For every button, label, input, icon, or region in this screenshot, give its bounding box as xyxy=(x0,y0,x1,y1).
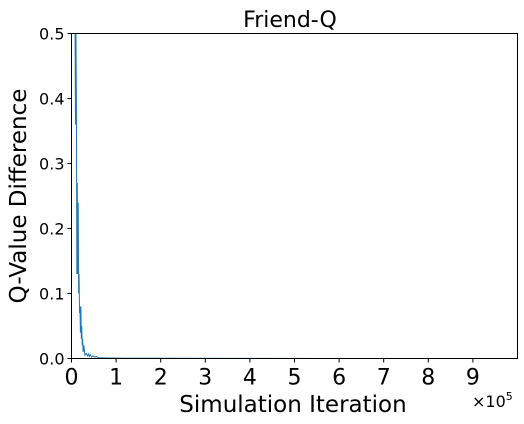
y-tick-label: 0.3 xyxy=(39,155,64,174)
x-axis-multiplier-base: ×10 xyxy=(472,392,506,411)
x-axis-multiplier: ×105 xyxy=(472,390,513,411)
x-tick-label: 6 xyxy=(332,366,346,391)
x-tick-label: 1 xyxy=(109,366,123,391)
x-tick-label: 0 xyxy=(65,366,79,391)
y-axis: 0.0 0.1 0.2 0.3 0.4 0.5 xyxy=(39,25,72,369)
x-tick-label: 9 xyxy=(466,366,480,391)
x-axis-label: Simulation Iteration xyxy=(179,392,406,418)
y-axis-label: Q-Value Difference xyxy=(6,89,32,304)
y-tick-label: 0.0 xyxy=(39,350,64,369)
y-tick-label: 0.5 xyxy=(39,25,64,44)
x-tick-label: 2 xyxy=(154,366,168,391)
x-tick-label: 8 xyxy=(421,366,435,391)
plot-area xyxy=(71,33,518,359)
x-tick-label: 5 xyxy=(288,366,302,391)
x-tick-label: 3 xyxy=(198,366,212,391)
y-tick-label: 0.2 xyxy=(39,220,64,239)
y-tick-label: 0.4 xyxy=(39,90,64,109)
x-axis: 0 1 2 3 4 5 6 7 8 9 xyxy=(65,358,480,391)
y-tick-label: 0.1 xyxy=(39,285,64,304)
x-tick-label: 4 xyxy=(243,366,257,391)
chart-title: Friend-Q xyxy=(243,8,337,33)
series-line xyxy=(71,33,518,359)
x-axis-multiplier-exponent: 5 xyxy=(506,390,513,403)
x-tick-label: 7 xyxy=(377,366,391,391)
plot-frame xyxy=(71,33,518,359)
